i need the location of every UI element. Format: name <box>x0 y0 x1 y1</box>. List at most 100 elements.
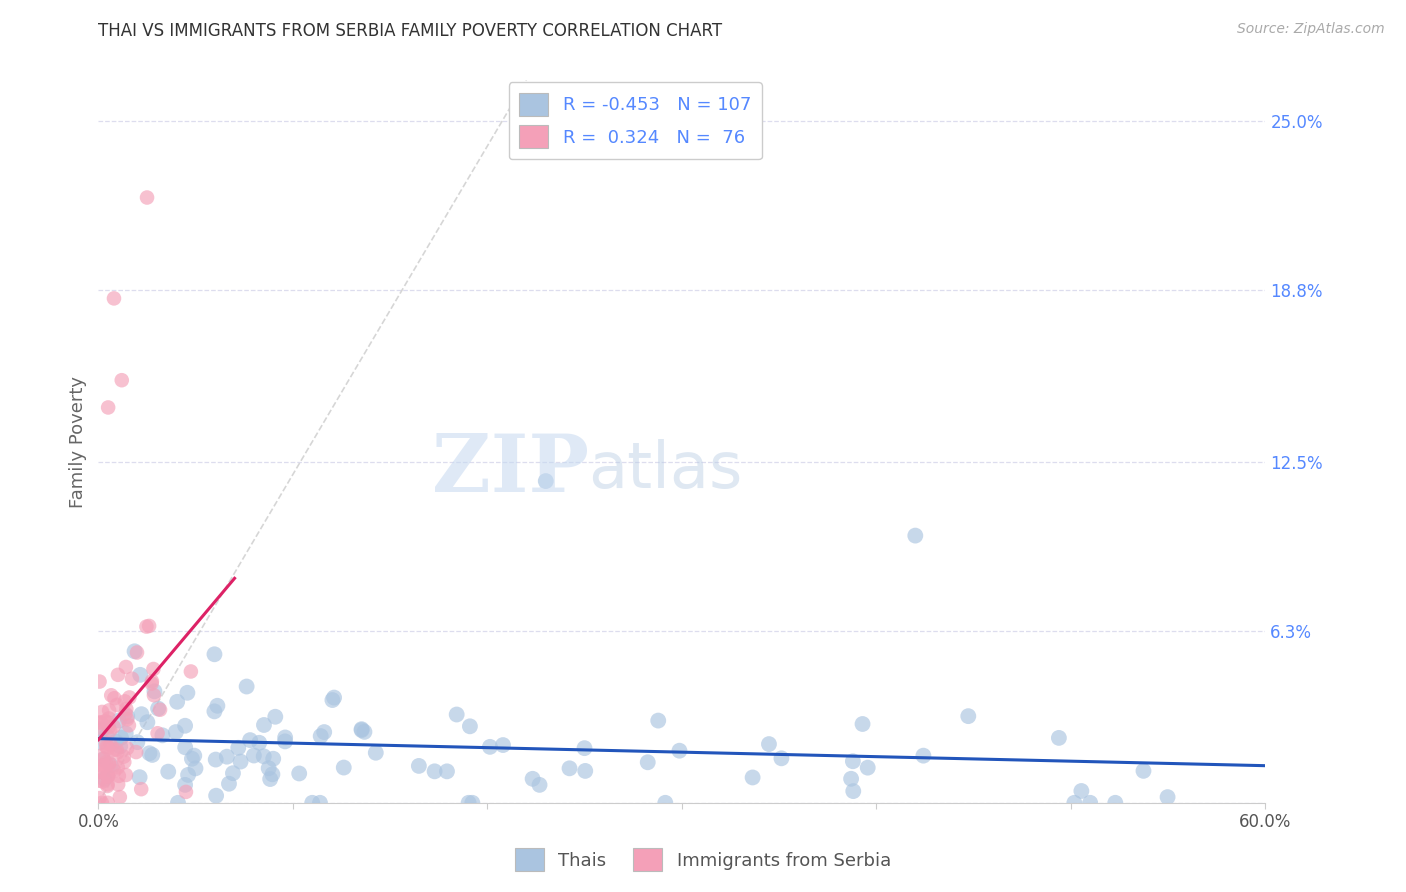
Point <box>135 619 157 633</box>
Point <box>111 373 134 387</box>
Point <box>96 729 118 743</box>
Point <box>114 726 136 740</box>
Point <box>114 706 136 721</box>
Point <box>98 723 121 738</box>
Point <box>839 772 862 786</box>
Point <box>146 701 169 715</box>
Point <box>288 766 311 780</box>
Point <box>574 764 596 778</box>
Point <box>446 707 468 722</box>
Point <box>129 782 152 797</box>
Point <box>91 723 114 737</box>
Point <box>1156 790 1178 805</box>
Point <box>129 668 152 682</box>
Point <box>105 742 128 756</box>
Point <box>856 761 879 775</box>
Y-axis label: Family Poverty: Family Poverty <box>69 376 87 508</box>
Point <box>534 474 557 488</box>
Point <box>758 737 780 751</box>
Point <box>166 695 188 709</box>
Point <box>103 720 125 734</box>
Text: atlas: atlas <box>589 440 742 501</box>
Point <box>492 738 515 752</box>
Point <box>174 719 197 733</box>
Point <box>253 718 276 732</box>
Point <box>124 644 146 658</box>
Point <box>842 754 865 768</box>
Point <box>94 714 117 729</box>
Point <box>138 746 160 760</box>
Point <box>957 709 980 723</box>
Point <box>574 741 596 756</box>
Point <box>637 756 659 770</box>
Point <box>183 748 205 763</box>
Point <box>1047 731 1070 745</box>
Point <box>309 729 332 743</box>
Point <box>157 764 180 779</box>
Point <box>141 676 163 690</box>
Point <box>202 704 225 718</box>
Point <box>96 779 118 793</box>
Point <box>152 728 174 742</box>
Point <box>97 711 120 725</box>
Point <box>91 759 114 773</box>
Point <box>218 777 240 791</box>
Point <box>94 756 117 770</box>
Point <box>136 715 159 730</box>
Point <box>904 528 927 542</box>
Point <box>770 751 793 765</box>
Point <box>97 715 120 730</box>
Point <box>264 710 287 724</box>
Point <box>180 665 202 679</box>
Point <box>97 720 120 734</box>
Point <box>243 748 266 763</box>
Point <box>174 740 197 755</box>
Point <box>1070 784 1092 798</box>
Point <box>115 741 138 756</box>
Point <box>274 734 297 748</box>
Point <box>461 796 484 810</box>
Point <box>142 688 165 702</box>
Point <box>851 717 873 731</box>
Point <box>314 725 336 739</box>
Point <box>89 764 111 778</box>
Point <box>89 674 111 689</box>
Point <box>127 735 149 749</box>
Point <box>176 686 198 700</box>
Point <box>89 773 111 788</box>
Point <box>149 703 172 717</box>
Point <box>118 718 141 732</box>
Point <box>301 796 323 810</box>
Point <box>141 674 163 689</box>
Point <box>529 778 551 792</box>
Point <box>91 705 114 719</box>
Point <box>142 662 165 676</box>
Point <box>108 714 131 728</box>
Legend: Thais, Immigrants from Serbia: Thais, Immigrants from Serbia <box>508 841 898 879</box>
Point <box>333 760 356 774</box>
Point <box>222 766 245 780</box>
Point <box>141 747 163 762</box>
Point <box>136 190 159 204</box>
Point <box>107 777 129 791</box>
Point <box>1132 764 1154 778</box>
Point <box>143 684 166 698</box>
Point <box>108 790 131 805</box>
Point <box>647 714 669 728</box>
Point <box>262 767 284 781</box>
Point <box>174 785 197 799</box>
Point <box>97 401 120 415</box>
Point <box>97 796 120 810</box>
Point <box>174 778 197 792</box>
Point <box>100 758 122 772</box>
Point <box>97 777 120 791</box>
Point <box>93 772 115 786</box>
Point <box>226 740 249 755</box>
Text: ZIP: ZIP <box>432 432 589 509</box>
Point <box>350 723 373 738</box>
Point <box>323 690 346 705</box>
Point <box>97 741 120 756</box>
Point <box>177 768 200 782</box>
Point <box>668 744 690 758</box>
Point <box>350 722 373 736</box>
